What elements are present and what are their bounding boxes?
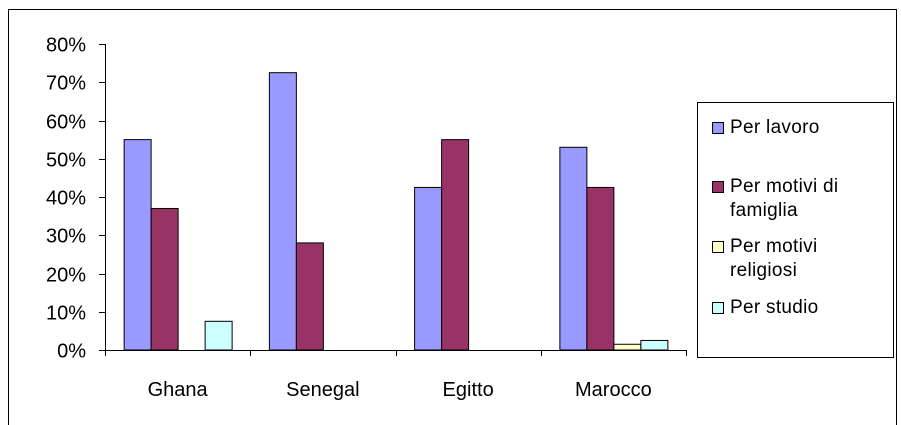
x-tick-label: Marocco	[575, 379, 652, 401]
bar-per-motivi-religiosi-marocco	[613, 343, 642, 351]
y-tick-label: 60%	[46, 112, 86, 134]
legend-item-per-motivi-religiosi: Per motivi religiosi	[712, 235, 890, 283]
x-tick-label: Egitto	[443, 379, 494, 401]
y-tick-label: 30%	[46, 226, 86, 248]
chart-border	[8, 9, 897, 425]
y-tick-label: 50%	[46, 150, 86, 172]
legend-item-per-motivi-di-famiglia: Per motivi di famiglia	[712, 175, 890, 223]
legend-label: Per motivi religiosi	[730, 236, 818, 281]
axes	[99, 44, 687, 356]
bar-per-studio-marocco	[640, 339, 669, 351]
bar-per-lavoro-marocco	[559, 146, 588, 351]
bar-per-motivi-di-famiglia-egitto	[441, 139, 470, 351]
bar-per-motivi-di-famiglia-senegal	[295, 242, 324, 351]
legend-label: Per motivi di famiglia	[730, 176, 839, 221]
bar-per-lavoro-senegal	[268, 72, 297, 351]
legend-item-per-studio: Per studio	[712, 296, 890, 320]
legend-label: Per lavoro	[730, 117, 820, 138]
bars	[123, 72, 669, 351]
y-tick-label: 80%	[46, 35, 86, 57]
bar-per-motivi-di-famiglia-ghana	[150, 207, 179, 351]
legend: Per lavoro Per motivi di famiglia Per mo…	[697, 102, 894, 358]
y-tick-label: 20%	[46, 265, 86, 287]
bar-per-lavoro-ghana	[123, 139, 152, 351]
x-tick-label: Ghana	[148, 379, 209, 401]
bar-per-studio-ghana	[204, 320, 233, 351]
legend-swatch-per-motivi-di-famiglia	[712, 181, 724, 193]
tick-labels: 0% 10% 20% 30% 40% 50% 60% 70% 80% Ghana Senegal Eg…	[46, 35, 652, 402]
legend-swatch-per-studio	[712, 302, 724, 314]
legend-item-per-lavoro: Per lavoro	[712, 116, 890, 140]
legend-swatch-per-motivi-religiosi	[712, 241, 724, 253]
bar-per-lavoro-egitto	[414, 186, 443, 351]
y-tick-label: 70%	[46, 73, 86, 95]
y-tick-label: 10%	[46, 303, 86, 325]
x-tick-label: Senegal	[286, 379, 359, 401]
y-tick-label: 0%	[57, 341, 86, 363]
legend-label: Per studio	[730, 297, 819, 318]
legend-swatch-per-lavoro	[712, 122, 724, 134]
bar-per-motivi-di-famiglia-marocco	[586, 186, 615, 351]
y-tick-label: 40%	[46, 188, 86, 210]
